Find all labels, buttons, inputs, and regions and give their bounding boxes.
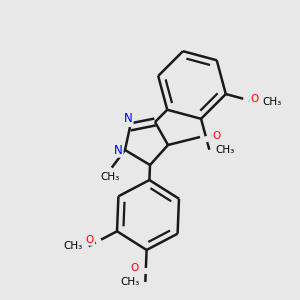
Text: O: O [250, 94, 258, 104]
Text: O: O [130, 263, 139, 273]
Text: N: N [124, 112, 132, 125]
Text: Cl: Cl [210, 130, 222, 143]
Text: N: N [114, 143, 122, 157]
Text: CH₃: CH₃ [215, 145, 235, 155]
Text: CH₃: CH₃ [120, 277, 139, 287]
Text: CH₃: CH₃ [100, 172, 119, 182]
Text: CH₃: CH₃ [63, 241, 83, 251]
Text: O: O [86, 235, 94, 244]
Text: O: O [213, 131, 221, 141]
Text: CH₃: CH₃ [263, 97, 282, 107]
